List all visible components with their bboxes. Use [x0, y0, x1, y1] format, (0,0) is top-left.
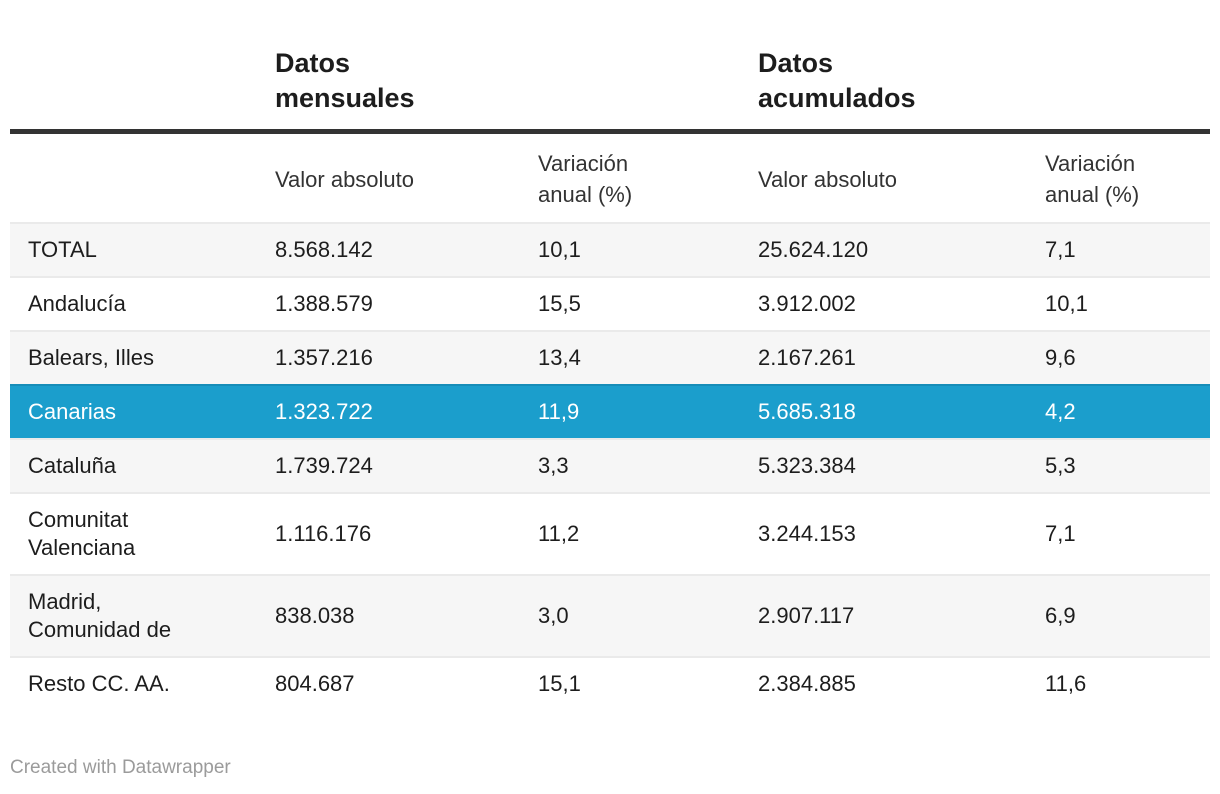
accumulated-variation-cell: 9,6 — [1045, 330, 1211, 385]
monthly-absolute-cell: 8.568.142 — [275, 222, 538, 277]
accumulated-absolute-cell: 2.167.261 — [758, 330, 1046, 385]
table-header: Datos mensuales Datos acumulados Valor a… — [10, 0, 1211, 224]
table-row-madrid: Madrid, Comunidad de 838.038 3,0 2.907.1… — [10, 574, 1211, 657]
monthly-variation-cell: 15,5 — [538, 276, 759, 331]
monthly-absolute-cell: 1.116.176 — [275, 492, 538, 575]
accumulated-absolute-cell: 3.244.153 — [758, 492, 1046, 575]
region-cell: Comunitat Valenciana — [10, 492, 275, 575]
column-group-accumulated: Datos acumulados — [758, 0, 1211, 134]
accumulated-variation-cell: 7,1 — [1045, 492, 1211, 575]
table-row-andalucia: Andalucía 1.388.579 15,5 3.912.002 10,1 — [10, 276, 1211, 331]
accumulated-variation-cell: 4,2 — [1045, 384, 1211, 439]
region-cell: Cataluña — [10, 438, 275, 493]
monthly-variation-cell: 10,1 — [538, 222, 759, 277]
column-group-spacer — [10, 0, 275, 134]
accumulated-absolute-cell: 2.907.117 — [758, 574, 1046, 657]
table-row-canarias-highlighted: Canarias 1.323.722 11,9 5.685.318 4,2 — [10, 384, 1211, 439]
monthly-absolute-cell: 838.038 — [275, 574, 538, 657]
monthly-variation-cell: 15,1 — [538, 656, 759, 710]
region-cell: Canarias — [10, 384, 275, 439]
monthly-absolute-cell: 804.687 — [275, 656, 538, 710]
subheader-row: Valor absoluto Variación anual (%) Valor… — [10, 132, 1210, 224]
accumulated-variation-cell: 11,6 — [1045, 656, 1211, 710]
accumulated-absolute-cell: 5.323.384 — [758, 438, 1046, 493]
region-cell: Resto CC. AA. — [10, 656, 275, 710]
table-row-comunitat-valenciana: Comunitat Valenciana 1.116.176 11,2 3.24… — [10, 492, 1211, 575]
subheader-accumulated-absolute: Valor absoluto — [758, 166, 898, 192]
monthly-variation-cell: 11,2 — [538, 492, 759, 575]
subheader-accumulated-variation: Variación anual (%) — [1045, 151, 1140, 207]
table-row-total: TOTAL 8.568.142 10,1 25.624.120 7,1 — [10, 222, 1211, 277]
accumulated-variation-cell: 6,9 — [1045, 574, 1211, 657]
monthly-absolute-cell: 1.323.722 — [275, 384, 538, 439]
monthly-variation-cell: 3,0 — [538, 574, 759, 657]
table-body: TOTAL 8.568.142 10,1 25.624.120 7,1 Anda… — [10, 222, 1211, 710]
region-cell: Andalucía — [10, 276, 275, 331]
monthly-absolute-cell: 1.739.724 — [275, 438, 538, 493]
data-table: Datos mensuales Datos acumulados Valor a… — [10, 0, 1211, 710]
monthly-variation-cell: 3,3 — [538, 438, 759, 493]
monthly-variation-cell: 13,4 — [538, 330, 759, 385]
accumulated-variation-cell: 10,1 — [1045, 276, 1211, 331]
table-row-resto: Resto CC. AA. 804.687 15,1 2.384.885 11,… — [10, 656, 1211, 710]
monthly-variation-cell: 11,9 — [538, 384, 759, 439]
subheader-spacer — [10, 132, 275, 224]
monthly-absolute-cell: 1.388.579 — [275, 276, 538, 331]
column-group-monthly: Datos mensuales — [275, 0, 759, 134]
column-group-row: Datos mensuales Datos acumulados — [10, 0, 1211, 134]
subheader-monthly-variation: Variación anual (%) — [538, 151, 633, 207]
subheader-monthly-absolute: Valor absoluto — [275, 166, 415, 192]
datawrapper-credit-link[interactable]: Created with Datawrapper — [10, 757, 231, 778]
accumulated-variation-cell: 5,3 — [1045, 438, 1211, 493]
accumulated-variation-cell: 7,1 — [1045, 222, 1211, 277]
region-cell: Balears, Illes — [10, 330, 275, 385]
table-row-cataluna: Cataluña 1.739.724 3,3 5.323.384 5,3 — [10, 438, 1211, 493]
region-cell: Madrid, Comunidad de — [10, 574, 275, 657]
accumulated-absolute-cell: 25.624.120 — [758, 222, 1046, 277]
monthly-absolute-cell: 1.357.216 — [275, 330, 538, 385]
accumulated-absolute-cell: 2.384.885 — [758, 656, 1046, 710]
accumulated-absolute-cell: 5.685.318 — [758, 384, 1046, 439]
table-row-balears: Balears, Illes 1.357.216 13,4 2.167.261 … — [10, 330, 1211, 385]
accumulated-absolute-cell: 3.912.002 — [758, 276, 1046, 331]
region-cell: TOTAL — [10, 222, 275, 277]
